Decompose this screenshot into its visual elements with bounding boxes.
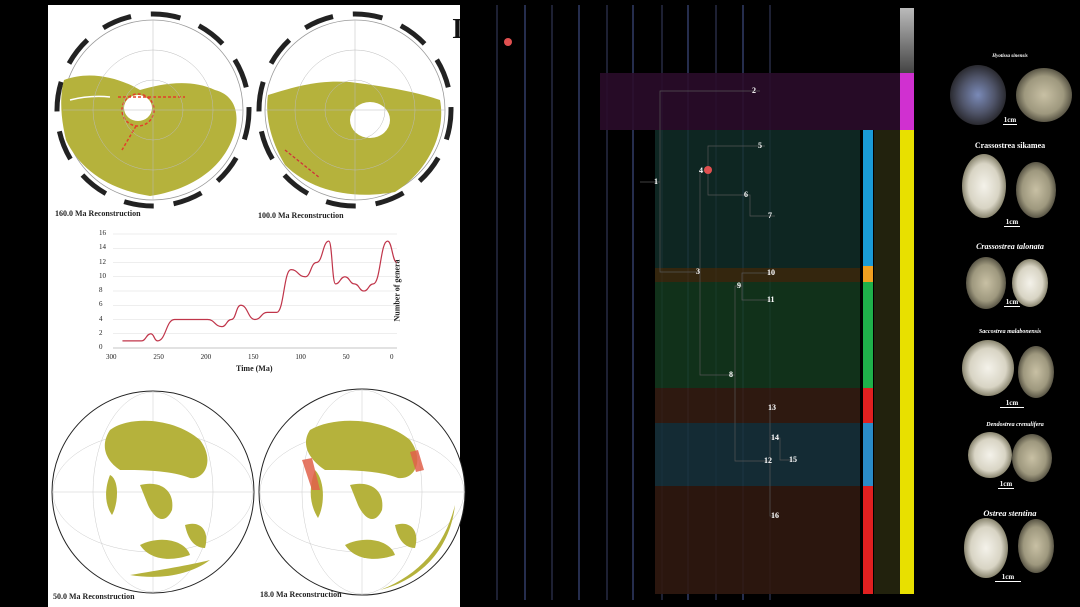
map-caption: 160.0 Ma Reconstruction [55, 209, 141, 218]
clade-bar [863, 423, 873, 486]
node-label: 3 [696, 267, 700, 276]
clade-bar [863, 388, 873, 423]
specimen-photos [950, 65, 1072, 578]
scale-bar: 1cm [1004, 218, 1020, 227]
highlight-region [302, 458, 320, 490]
highlight-region [410, 450, 424, 472]
node-label: 13 [768, 403, 776, 412]
x-tick-label: 250 [153, 353, 164, 361]
node-label: 9 [737, 281, 741, 290]
x-tick-label: 50 [342, 353, 350, 361]
map-caption: 100.0 Ma Reconstruction [258, 211, 344, 220]
node-label: 4 [699, 166, 703, 175]
x-tick-label: 100 [295, 353, 306, 361]
y-tick-label: 8 [99, 286, 103, 294]
x-tick-label: 200 [200, 353, 212, 361]
y-tick-label: 4 [99, 314, 103, 323]
clade-band [655, 282, 860, 388]
node-label: 1 [654, 177, 658, 186]
node-label: 5 [758, 141, 762, 150]
species-name: Hyotissa sinensis [992, 54, 1028, 59]
scale-bar: 1cm [1000, 399, 1024, 408]
x-tick-label: 150 [248, 353, 259, 361]
genera-line-chart [113, 233, 398, 349]
species-name: Saccostrea malabonensis [978, 329, 1042, 335]
clade-bar [863, 130, 873, 266]
node-label: 12 [764, 456, 772, 465]
clade-band [655, 486, 860, 594]
scale-bar: 1cm [998, 480, 1014, 489]
clade-bar [863, 282, 873, 388]
node-label: 15 [789, 455, 797, 464]
y-tick-label: 14 [99, 243, 106, 252]
node-label: 11 [767, 295, 775, 304]
y-tick-label: 12 [99, 257, 106, 266]
clade-band [655, 423, 860, 486]
scale-bar: 1cm [1003, 116, 1017, 125]
species-name: Crassostrea talonata [976, 242, 1044, 251]
map-50ma [51, 390, 255, 594]
y-tick-label: 16 [99, 229, 106, 237]
x-axis-label: Time (Ma) [236, 364, 273, 373]
scale-bar: 1cm [1004, 298, 1020, 307]
partial-heading: I [452, 14, 460, 45]
map-160ma [54, 11, 252, 209]
clade-band [655, 130, 860, 268]
scale-bar: 1cm [995, 573, 1021, 582]
clade-band [655, 388, 860, 423]
y-axis-label: Number of genera [392, 259, 402, 322]
node-label: 16 [771, 511, 779, 520]
species-name: Ostrea stentina [983, 508, 1037, 518]
node-label: 8 [729, 370, 733, 379]
tree-branches [640, 90, 795, 517]
clade-band [655, 268, 860, 282]
map-caption: 50.0 Ma Reconstruction [53, 592, 135, 601]
marker-dot [704, 166, 712, 174]
map-18ma [258, 388, 466, 596]
x-tick-label: 300 [106, 353, 117, 361]
phylogeny-panel [496, 5, 914, 600]
series-line [122, 240, 398, 342]
clade-bar [863, 486, 873, 594]
marker-dot [504, 38, 512, 46]
y-tick-label: 10 [99, 271, 106, 280]
node-label: 2 [752, 86, 756, 95]
y-tick-label: 2 [99, 328, 103, 337]
group-bar-yellow [900, 130, 914, 594]
node-label: 10 [767, 268, 775, 277]
y-tick-label: 0 [99, 343, 103, 351]
species-name: Dendostrea crenulifera [986, 422, 1044, 428]
group-bar-magenta [900, 73, 914, 130]
node-label: 14 [771, 433, 779, 442]
species-name: Crassostrea sikamea [974, 141, 1046, 150]
clade-bar [863, 266, 873, 282]
x-tick-label: 0 [390, 353, 394, 361]
map-caption: 18.0 Ma Reconstruction [260, 590, 342, 599]
y-tick-label: 6 [99, 300, 103, 309]
node-label: 6 [744, 190, 748, 199]
group-bar-gray [900, 8, 914, 73]
node-label: 7 [768, 211, 772, 220]
clade-band-purple [600, 73, 912, 130]
map-100ma [256, 11, 454, 209]
